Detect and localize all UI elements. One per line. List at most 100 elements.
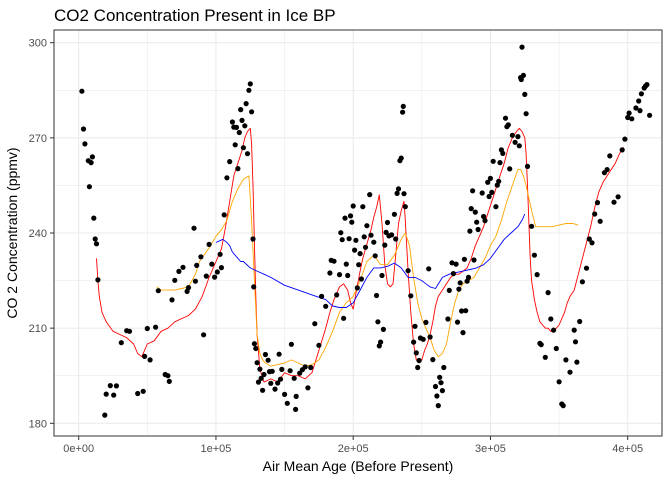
data-point bbox=[232, 142, 238, 148]
data-point bbox=[487, 175, 493, 181]
data-point bbox=[185, 285, 192, 291]
data-point bbox=[453, 261, 459, 267]
data-point bbox=[615, 194, 621, 200]
data-point bbox=[597, 218, 603, 224]
data-point bbox=[604, 167, 610, 173]
data-point bbox=[293, 393, 299, 399]
data-point bbox=[625, 114, 631, 121]
data-point bbox=[338, 230, 344, 236]
data-point bbox=[515, 134, 521, 140]
data-point bbox=[354, 285, 360, 291]
data-point bbox=[435, 403, 441, 409]
data-point bbox=[542, 354, 548, 360]
data-point bbox=[380, 326, 386, 332]
data-point bbox=[408, 293, 414, 299]
data-point bbox=[153, 324, 159, 330]
data-point bbox=[401, 191, 407, 197]
data-point bbox=[461, 256, 467, 262]
data-point bbox=[194, 262, 200, 268]
data-point bbox=[275, 380, 281, 386]
data-point bbox=[209, 261, 215, 267]
data-point bbox=[251, 284, 257, 290]
data-point bbox=[316, 342, 322, 348]
data-point bbox=[356, 262, 362, 268]
data-point bbox=[457, 280, 463, 286]
data-point bbox=[454, 319, 461, 325]
data-point bbox=[305, 385, 311, 391]
data-point bbox=[505, 122, 511, 128]
data-point bbox=[400, 109, 406, 115]
data-point bbox=[592, 211, 598, 217]
data-point bbox=[502, 115, 509, 121]
data-point bbox=[126, 328, 133, 334]
chart-title: CO2 Concentration Present in Ice BP bbox=[54, 6, 336, 25]
data-point bbox=[88, 160, 94, 166]
data-point bbox=[201, 332, 207, 338]
data-point bbox=[288, 341, 294, 347]
data-point bbox=[497, 160, 503, 166]
data-point bbox=[486, 193, 492, 200]
data-point bbox=[594, 200, 601, 206]
data-point bbox=[481, 213, 487, 220]
data-point bbox=[445, 316, 451, 322]
data-point bbox=[490, 158, 496, 164]
data-point bbox=[471, 257, 477, 263]
data-point bbox=[277, 376, 284, 382]
data-point bbox=[446, 287, 452, 293]
data-point bbox=[629, 116, 635, 122]
data-point bbox=[583, 265, 590, 271]
data-point bbox=[79, 88, 85, 94]
x-axis-title: Air Mean Age (Before Present) bbox=[263, 458, 454, 474]
data-point bbox=[529, 223, 535, 229]
data-point bbox=[214, 269, 220, 275]
data-point bbox=[246, 87, 252, 93]
data-point bbox=[439, 388, 445, 394]
data-point bbox=[391, 211, 397, 217]
data-point bbox=[450, 271, 456, 277]
y-tick-label: 240 bbox=[29, 228, 47, 240]
data-point bbox=[203, 273, 209, 279]
series-line-1 bbox=[156, 169, 579, 367]
data-point bbox=[251, 341, 257, 347]
data-point bbox=[362, 244, 369, 250]
data-point bbox=[516, 143, 522, 149]
y-tick-label: 300 bbox=[29, 38, 47, 50]
data-point bbox=[302, 364, 308, 370]
data-point bbox=[166, 378, 172, 384]
data-point bbox=[249, 109, 255, 115]
data-point bbox=[571, 327, 577, 333]
x-tick-label: 3e+05 bbox=[475, 443, 506, 455]
data-point bbox=[626, 110, 632, 116]
data-point bbox=[394, 190, 400, 196]
data-point bbox=[103, 391, 109, 397]
data-point bbox=[93, 241, 100, 247]
x-tick-label: 4e+05 bbox=[612, 443, 643, 455]
data-point bbox=[393, 236, 399, 242]
data-point bbox=[135, 390, 141, 397]
data-point bbox=[364, 223, 370, 229]
data-point bbox=[261, 371, 267, 378]
data-point bbox=[482, 218, 488, 224]
data-point bbox=[113, 383, 119, 389]
data-point bbox=[432, 383, 439, 390]
x-tick-label: 2e+05 bbox=[338, 443, 369, 455]
data-point bbox=[368, 232, 374, 238]
data-point bbox=[239, 117, 245, 123]
data-point bbox=[327, 270, 333, 276]
data-point bbox=[647, 112, 653, 118]
data-point bbox=[180, 264, 186, 270]
data-point bbox=[212, 274, 218, 280]
data-point bbox=[493, 204, 499, 210]
data-point bbox=[191, 225, 197, 231]
data-point bbox=[343, 261, 349, 267]
data-point bbox=[398, 155, 404, 161]
data-point bbox=[475, 226, 481, 233]
data-point bbox=[260, 387, 266, 393]
data-point bbox=[474, 219, 480, 225]
data-point bbox=[262, 351, 268, 358]
data-point bbox=[92, 236, 98, 242]
data-point bbox=[140, 388, 146, 394]
data-point bbox=[411, 339, 417, 345]
data-point bbox=[269, 368, 275, 374]
data-point bbox=[345, 272, 351, 279]
